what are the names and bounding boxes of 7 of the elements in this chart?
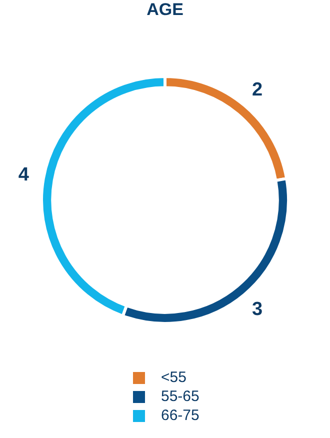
chart-title: AGE [146, 0, 184, 20]
legend-label: 55-65 [161, 388, 200, 405]
data-label: 2 [252, 79, 263, 100]
legend-label: <55 [161, 369, 186, 386]
data-label: 3 [252, 299, 263, 320]
data-label: 4 [18, 164, 30, 186]
legend-label: 66-75 [161, 407, 200, 424]
